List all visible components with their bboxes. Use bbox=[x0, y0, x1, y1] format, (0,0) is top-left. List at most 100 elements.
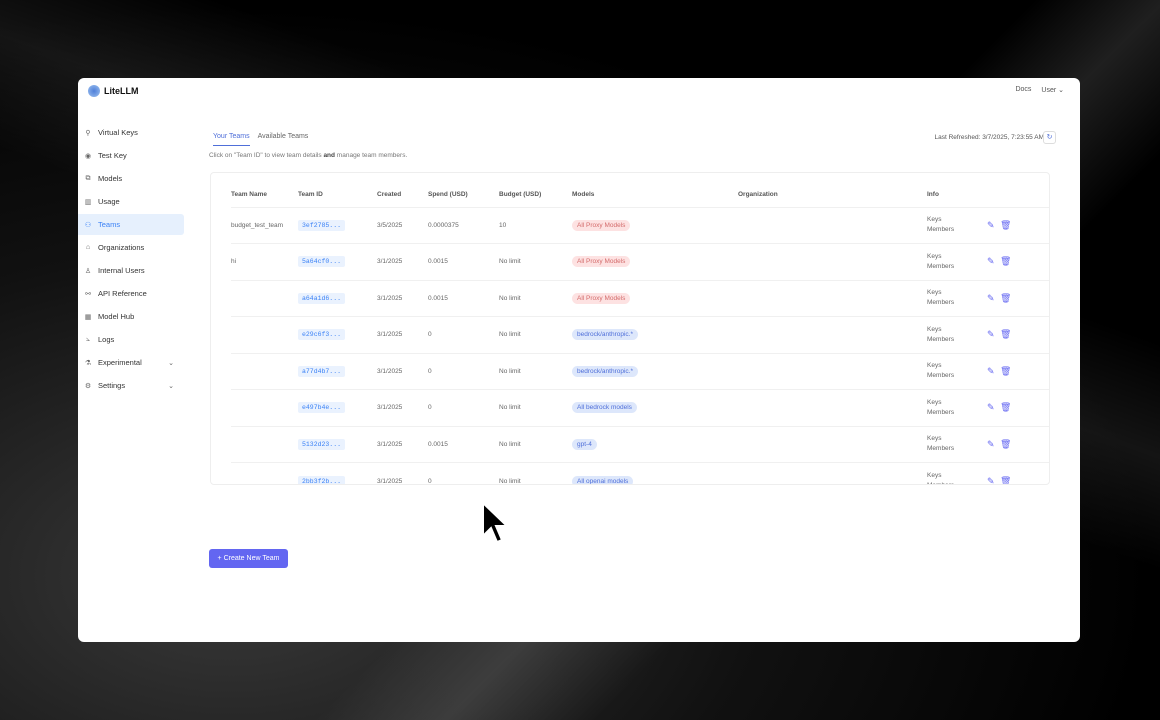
model-badge: All bedrock models bbox=[572, 402, 637, 414]
sidebar-item-label: Internal Users bbox=[98, 266, 145, 275]
team-id-link[interactable]: 3ef2785... bbox=[298, 219, 346, 231]
keys-info[interactable]: Keys bbox=[927, 252, 942, 260]
tab-available-teams[interactable]: Available Teams bbox=[257, 133, 309, 140]
model-badge: All Proxy Models bbox=[572, 292, 631, 304]
keys-info[interactable]: Keys bbox=[927, 398, 942, 406]
create-new-team-button[interactable]: + Create New Team bbox=[209, 549, 288, 568]
refresh-button[interactable]: ↻ bbox=[1043, 131, 1056, 144]
members-info[interactable]: Members bbox=[927, 372, 955, 380]
budget: No limit bbox=[499, 462, 572, 484]
chevron-down-icon: ⌄ bbox=[1058, 87, 1064, 94]
tabs: Your Teams Available Teams bbox=[213, 133, 308, 146]
budget: No limit bbox=[499, 243, 572, 280]
keys-info[interactable]: Keys bbox=[927, 362, 942, 370]
edit-icon[interactable]: ✎ bbox=[987, 438, 995, 449]
model-badge: All Proxy Models bbox=[572, 256, 631, 268]
edit-icon[interactable]: ✎ bbox=[987, 219, 995, 230]
model-badge: All openai models bbox=[572, 475, 634, 484]
tab-your-teams[interactable]: Your Teams bbox=[213, 133, 250, 146]
organization bbox=[738, 279, 927, 317]
team-id-link[interactable]: 5132d23... bbox=[298, 438, 346, 450]
model-badge: bedrock/anthropic.* bbox=[572, 365, 639, 377]
members-info[interactable]: Members bbox=[927, 335, 955, 343]
budget: 10 bbox=[499, 206, 572, 244]
logo-icon bbox=[88, 85, 100, 97]
teams-table-card: Team Name Team ID Created Spend (USD) Budget… bbox=[210, 172, 1050, 485]
sidebar-item-label: API Reference bbox=[98, 289, 147, 298]
members-info[interactable]: Members bbox=[927, 445, 955, 453]
team-icon: ⚇ bbox=[84, 221, 92, 229]
team-id-link[interactable]: 5a64cf0... bbox=[298, 256, 346, 268]
keys-info[interactable]: Keys bbox=[927, 289, 942, 297]
sidebar-item-organizations[interactable]: ⌂ Organizations bbox=[78, 237, 184, 258]
sidebar-item-settings[interactable]: ⚙ Settings ⌄ bbox=[78, 375, 184, 396]
trash-icon[interactable]: 🗑 bbox=[999, 329, 1012, 340]
column-header: Info bbox=[927, 191, 939, 199]
members-info[interactable]: Members bbox=[927, 226, 955, 234]
edit-icon[interactable]: ✎ bbox=[987, 475, 995, 485]
edit-icon[interactable]: ✎ bbox=[987, 365, 995, 376]
bank-icon: ⌂ bbox=[85, 244, 91, 251]
sidebar-item-experimental[interactable]: ⚗ Experimental ⌄ bbox=[78, 352, 184, 373]
sidebar-item-logs[interactable]: ⦣ Logs bbox=[78, 329, 184, 350]
keys-info[interactable]: Keys bbox=[927, 325, 942, 333]
user-menu[interactable]: User ⌄ bbox=[1041, 87, 1064, 94]
sidebar: ⚲ Virtual Keys ◉ Test Key ⧉ Models ▥ Usage ⚇ Team… bbox=[78, 122, 184, 398]
trash-icon[interactable]: 🗑 bbox=[999, 402, 1012, 413]
budget: No limit bbox=[499, 425, 572, 463]
sidebar-item-models[interactable]: ⧉ Models bbox=[78, 168, 184, 189]
trash-icon[interactable]: 🗑 bbox=[999, 365, 1012, 376]
sidebar-item-virtual-keys[interactable]: ⚲ Virtual Keys bbox=[78, 122, 184, 143]
teams-table: Team Name Team ID Created Spend (USD) Budget… bbox=[211, 173, 1049, 485]
play-circle-icon: ◉ bbox=[84, 152, 92, 160]
sidebar-item-api-reference[interactable]: ⚯ API Reference bbox=[78, 283, 184, 304]
trash-icon[interactable]: 🗑 bbox=[999, 219, 1012, 230]
team-id-link[interactable]: e29c6f3... bbox=[298, 329, 346, 341]
created: 3/1/2025 bbox=[377, 389, 428, 426]
logo[interactable]: LiteLLM bbox=[88, 85, 139, 97]
trash-icon[interactable]: 🗑 bbox=[999, 438, 1012, 449]
team-id-link[interactable]: a77d4b7... bbox=[298, 365, 346, 377]
trash-icon[interactable]: 🗑 bbox=[999, 292, 1012, 303]
organization bbox=[738, 206, 927, 244]
sidebar-item-usage[interactable]: ▥ Usage bbox=[78, 191, 184, 212]
table-row: hi 5a64cf0... 3/1/2025 0.0015 No limit A… bbox=[211, 243, 1049, 280]
sidebar-item-label: Settings bbox=[98, 381, 126, 390]
sidebar-item-model-hub[interactable]: ▦ Model Hub bbox=[78, 306, 184, 327]
members-info[interactable]: Members bbox=[927, 481, 987, 484]
trash-icon[interactable]: 🗑 bbox=[999, 256, 1012, 267]
table-row: a64a1d6... 3/1/2025 0.0015 No limit All … bbox=[211, 279, 1049, 317]
model-badge: bedrock/anthropic.* bbox=[572, 329, 639, 341]
edit-icon[interactable]: ✎ bbox=[987, 329, 995, 340]
table-row: 2bb3f2b... 3/1/2025 0 No limit All opena… bbox=[211, 462, 1049, 485]
organization bbox=[738, 243, 927, 280]
trash-icon[interactable]: 🗑 bbox=[999, 475, 1012, 485]
column-header: Team Name bbox=[231, 191, 268, 199]
keys-info[interactable]: Keys bbox=[927, 216, 942, 224]
sidebar-item-teams[interactable]: ⚇ Teams bbox=[78, 214, 184, 235]
edit-icon[interactable]: ✎ bbox=[987, 256, 995, 267]
sidebar-item-label: Virtual Keys bbox=[98, 128, 138, 137]
created: 3/1/2025 bbox=[377, 352, 428, 390]
app-window: LiteLLM Docs User ⌄ ⚲ Virtual Keys ◉ Test Ke… bbox=[78, 78, 1080, 642]
edit-icon[interactable]: ✎ bbox=[987, 402, 995, 413]
sidebar-item-test-key[interactable]: ◉ Test Key bbox=[78, 145, 184, 166]
team-id-link[interactable]: a64a1d6... bbox=[298, 292, 346, 304]
spend: 0 bbox=[428, 462, 499, 484]
team-id-link[interactable]: e497b4e... bbox=[298, 402, 346, 414]
team-id-link[interactable]: 2bb3f2b... bbox=[298, 475, 346, 484]
keys-info[interactable]: Keys bbox=[927, 435, 942, 443]
members-info[interactable]: Members bbox=[927, 408, 955, 416]
sidebar-item-label: Test Key bbox=[98, 151, 127, 160]
user-icon: ♙ bbox=[84, 267, 92, 275]
column-header: Organization bbox=[738, 191, 778, 199]
members-info[interactable]: Members bbox=[927, 299, 955, 307]
sidebar-item-label: Usage bbox=[98, 197, 120, 206]
keys-info[interactable]: Keys bbox=[927, 472, 942, 479]
sidebar-item-internal-users[interactable]: ♙ Internal Users bbox=[78, 260, 184, 281]
docs-link[interactable]: Docs bbox=[1015, 86, 1032, 93]
organization bbox=[738, 352, 927, 390]
edit-icon[interactable]: ✎ bbox=[987, 292, 995, 303]
members-info[interactable]: Members bbox=[927, 262, 955, 270]
created: 3/1/2025 bbox=[377, 279, 428, 317]
